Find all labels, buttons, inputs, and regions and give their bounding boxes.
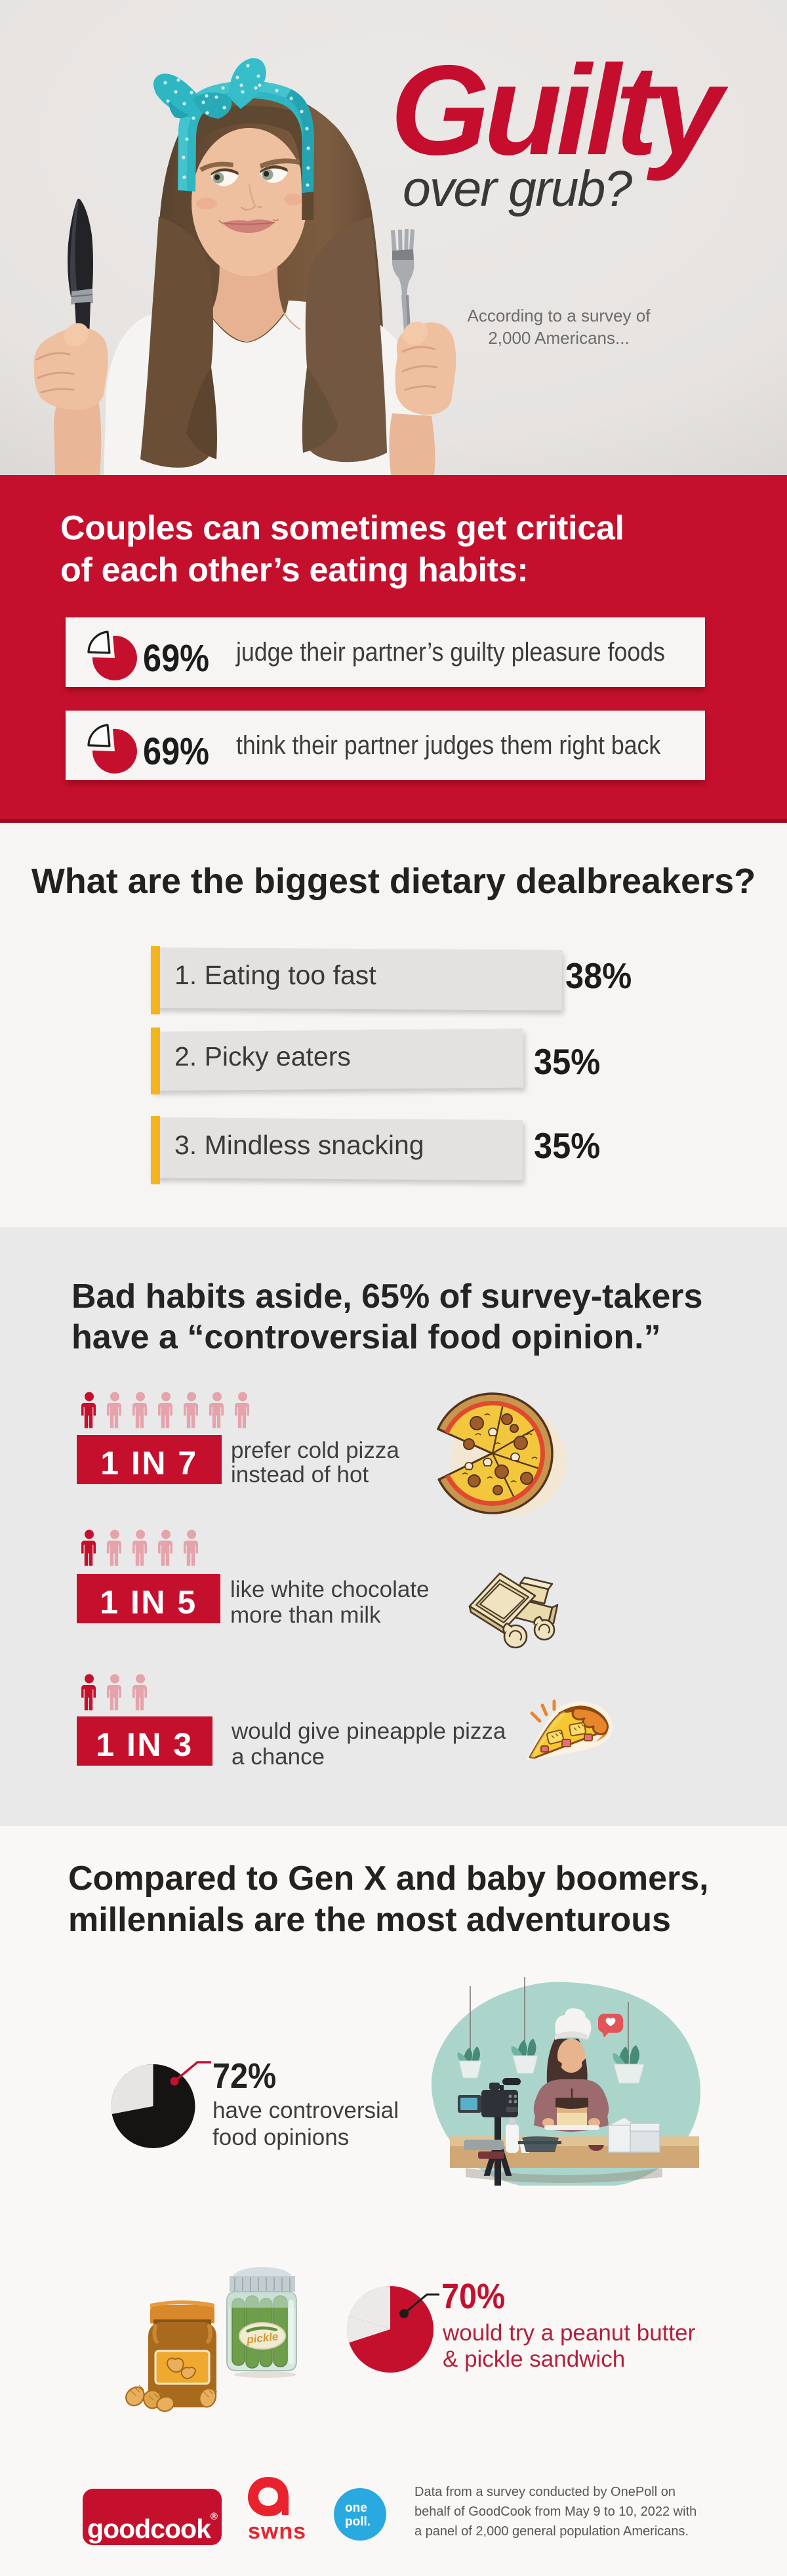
svg-text:According to a survey of: According to a survey of: [468, 306, 651, 325]
svg-text:over grub?: over grub?: [403, 161, 632, 217]
svg-text:Guilty: Guilty: [390, 39, 729, 182]
svg-text:swns: swns: [248, 2519, 306, 2541]
svg-text:2,000 Americans...: 2,000 Americans...: [488, 328, 629, 348]
svg-text:poll.: poll.: [345, 2515, 371, 2529]
svg-text:one: one: [345, 2501, 367, 2515]
